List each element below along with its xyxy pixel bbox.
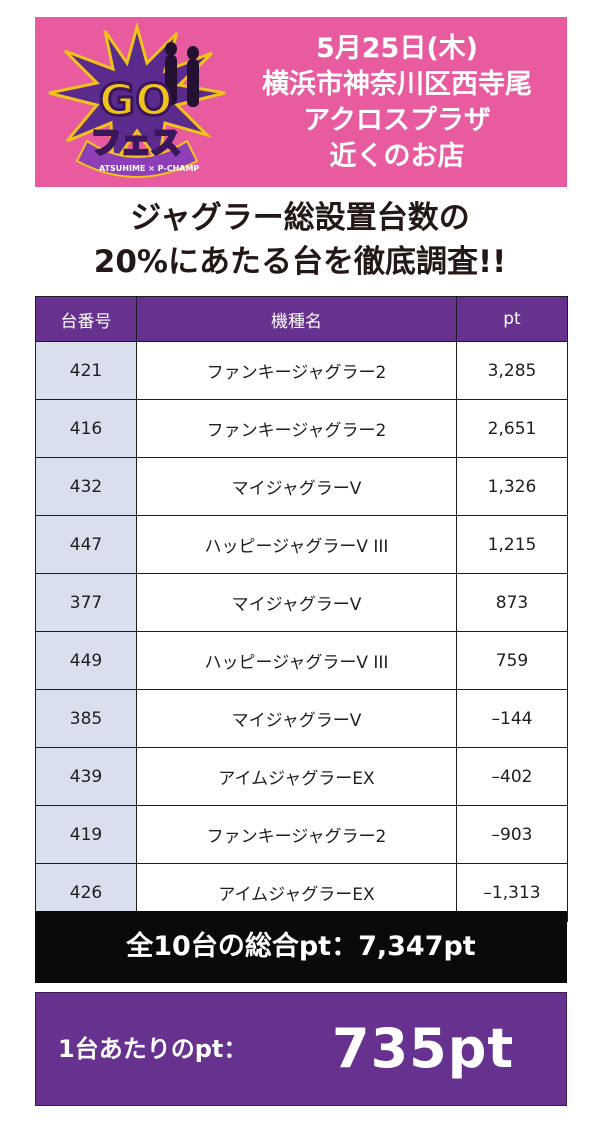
table-row: 421 ファンキージャグラー2 3,285 — [35, 341, 568, 400]
event-place: アクロスプラザ — [303, 105, 491, 136]
go-fes-logo: GO フェス ATSUHIME × P-CHAMP — [47, 21, 227, 181]
machine-name: マイジャグラーV — [136, 457, 457, 516]
machine-name: マイジャグラーV — [136, 573, 457, 632]
header-banner: GO フェス ATSUHIME × P-CHAMP 5月25日(木) 横浜市神奈… — [35, 17, 567, 187]
table-row: 419 ファンキージャグラー2 –903 — [35, 805, 568, 864]
event-store: 近くのお店 — [329, 141, 465, 172]
machine-number: 419 — [35, 805, 137, 864]
machine-name: マイジャグラーV — [136, 689, 457, 748]
machine-number: 377 — [35, 573, 137, 632]
machine-number: 416 — [35, 399, 137, 458]
machine-pt: 1,326 — [456, 457, 568, 516]
page-title: ジャグラー総設置台数の 20%にあたる台を徹底調査!! — [0, 196, 600, 284]
machine-number: 432 — [35, 457, 137, 516]
machine-pt: –144 — [456, 689, 568, 748]
event-date: 5月25日(木) — [315, 33, 479, 64]
table-row: 377 マイジャグラーV 873 — [35, 573, 568, 632]
headline-line-1: ジャグラー総設置台数の — [130, 200, 470, 236]
event-area: 横浜市神奈川区西寺尾 — [262, 69, 532, 100]
table-header-row: 台番号 機種名 pt — [35, 296, 568, 342]
machine-pt: –402 — [456, 747, 568, 806]
svg-text:フェス: フェス — [91, 126, 181, 161]
machine-number: 439 — [35, 747, 137, 806]
total-pt-banner: 全10台の総合pt：7,347pt — [35, 911, 567, 983]
machine-pt: 759 — [456, 631, 568, 690]
machine-pt: 2,651 — [456, 399, 568, 458]
header-machine: 機種名 — [136, 296, 457, 342]
results-table: 台番号 機種名 pt 421 ファンキージャグラー2 3,285 416 ファン… — [35, 296, 568, 922]
machine-name: ハッピージャグラーV III — [136, 515, 457, 574]
machine-name: ファンキージャグラー2 — [136, 341, 457, 400]
average-pt-banner: 1台あたりのpt： 735pt — [35, 992, 567, 1106]
store-info: 5月25日(木) 横浜市神奈川区西寺尾 アクロスプラザ 近くのお店 — [227, 31, 567, 175]
svg-text:ATSUHIME × P-CHAMP: ATSUHIME × P-CHAMP — [99, 164, 199, 173]
logo-graphic: GO フェス ATSUHIME × P-CHAMP — [48, 21, 226, 178]
header-pt: pt — [456, 296, 568, 342]
average-pt-label: 1台あたりのpt： — [58, 1035, 248, 1063]
machine-number: 421 — [35, 341, 137, 400]
table-row: 447 ハッピージャグラーV III 1,215 — [35, 515, 568, 574]
table-row: 449 ハッピージャグラーV III 759 — [35, 631, 568, 690]
table-row: 385 マイジャグラーV –144 — [35, 689, 568, 748]
machine-name: ファンキージャグラー2 — [136, 805, 457, 864]
svg-text:GO: GO — [99, 75, 173, 126]
machine-pt: 1,215 — [456, 515, 568, 574]
table-row: 432 マイジャグラーV 1,326 — [35, 457, 568, 516]
machine-number: 385 — [35, 689, 137, 748]
machine-name: ハッピージャグラーV III — [136, 631, 457, 690]
machine-number: 447 — [35, 515, 137, 574]
machine-name: アイムジャグラーEX — [136, 747, 457, 806]
table-row: 416 ファンキージャグラー2 2,651 — [35, 399, 568, 458]
table-row: 439 アイムジャグラーEX –402 — [35, 747, 568, 806]
machine-pt: –903 — [456, 805, 568, 864]
machine-pt: 873 — [456, 573, 568, 632]
machine-pt: 3,285 — [456, 341, 568, 400]
header-number: 台番号 — [35, 296, 137, 342]
machine-number: 449 — [35, 631, 137, 690]
machine-name: ファンキージャグラー2 — [136, 399, 457, 458]
average-pt-value: 735pt — [332, 1017, 515, 1080]
headline-line-2: 20%にあたる台を徹底調査!! — [93, 244, 507, 280]
